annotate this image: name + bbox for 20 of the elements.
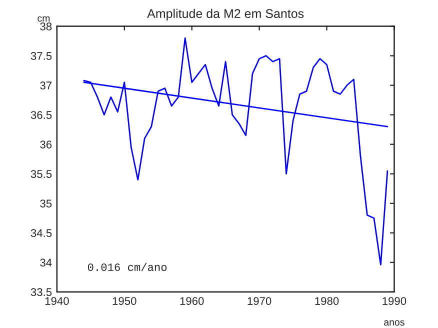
y-tick-label: 36.5 [30,111,52,119]
y-axis-title: cm [38,16,50,22]
chart-title: Amplitude da M2 em Santos [147,8,304,20]
y-tick-label: 37 [40,82,52,90]
y-tick-label: 34 [40,258,52,267]
x-tick-label: 1990 [382,297,406,305]
y-tick-label: 38 [40,22,52,30]
y-tick-label: 36 [40,140,52,148]
x-tick-label: 1970 [248,297,272,305]
y-tick-label: 37.5 [30,52,52,60]
x-tick-label: 1950 [112,297,136,305]
x-tick-label: 1940 [45,297,69,305]
y-tick-label: 35.5 [30,170,52,178]
annotation: 0.016 cm/ano [88,262,167,271]
y-tick-label: 34.5 [30,229,52,238]
y-tick-label: 35 [40,200,52,208]
x-tick-label: 1960 [180,297,204,305]
x-tick-label: 1980 [315,297,339,305]
y-tick-label: 33.5 [30,288,52,296]
x-axis-title: anos [384,320,404,326]
